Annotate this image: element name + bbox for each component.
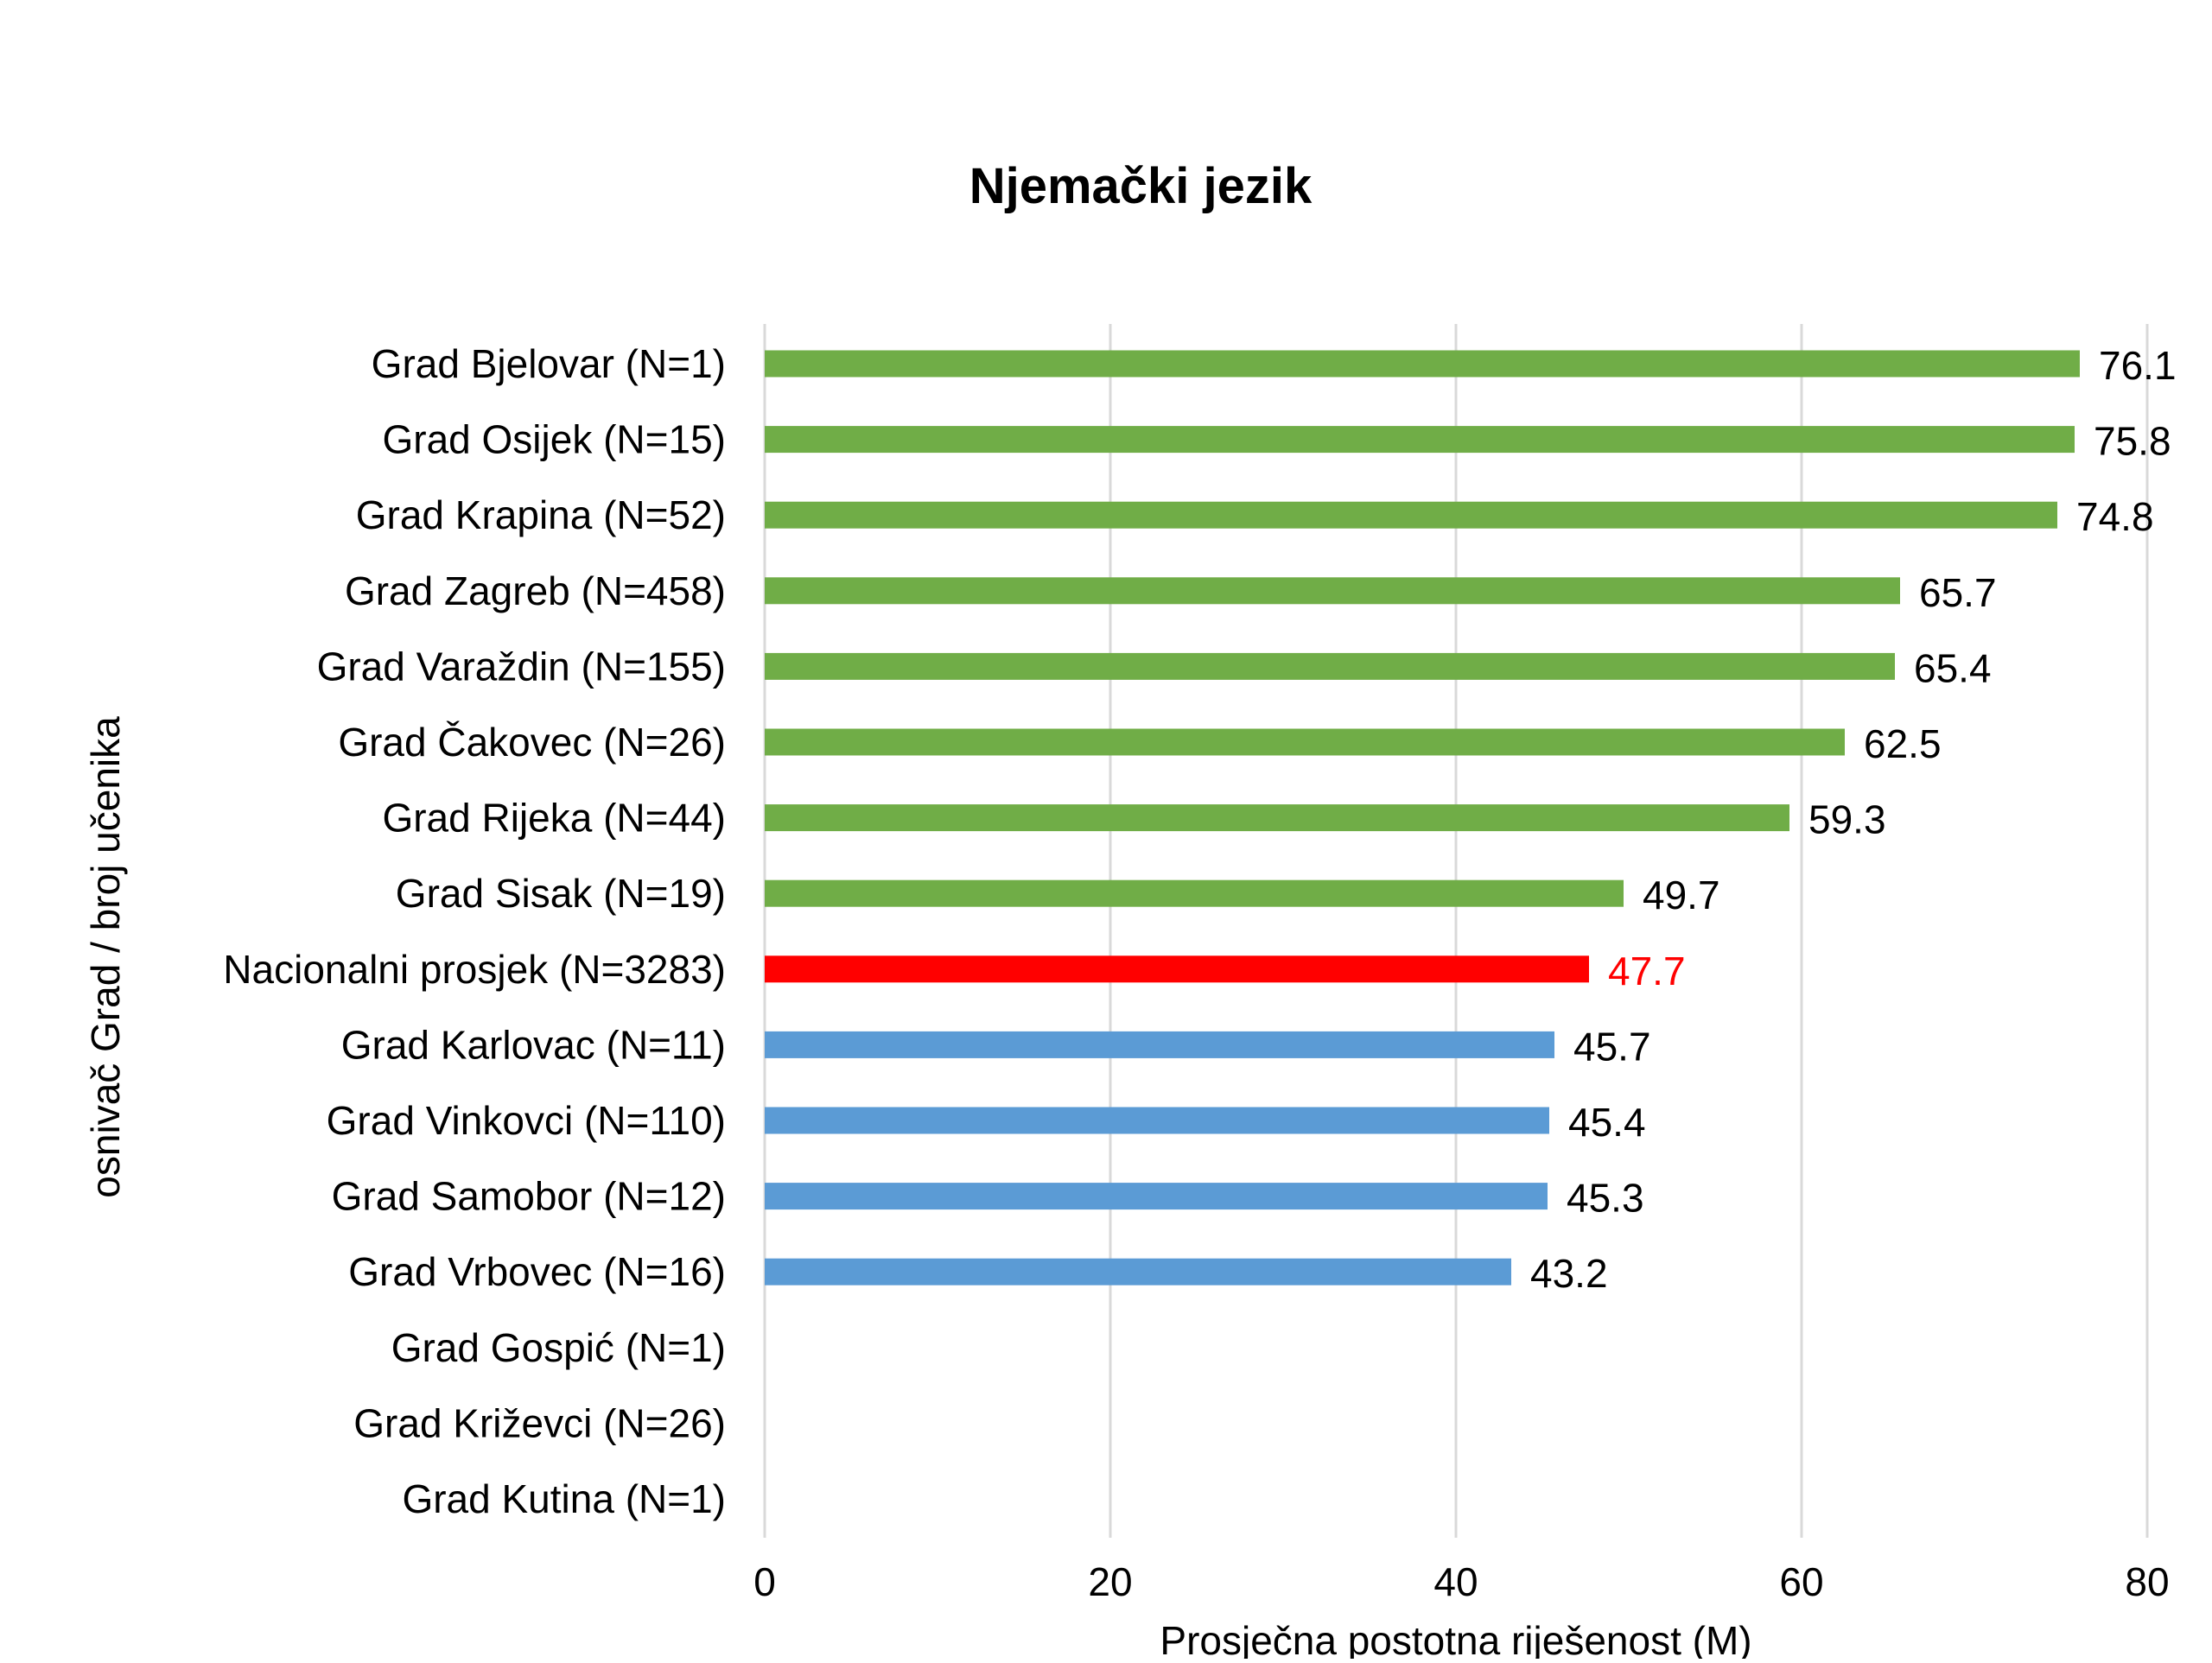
data-label: 74.8 bbox=[2076, 494, 2154, 539]
data-label: 59.3 bbox=[1808, 797, 1886, 842]
bar bbox=[765, 652, 1895, 680]
x-tick-label: 0 bbox=[753, 1559, 776, 1604]
bar bbox=[765, 728, 1845, 756]
data-label: 47.7 bbox=[1608, 949, 1686, 993]
x-tick-labels: 0 20 40 60 80 bbox=[753, 1559, 2169, 1604]
bar bbox=[765, 1183, 1548, 1210]
bar bbox=[765, 955, 1589, 983]
data-label: 49.7 bbox=[1643, 873, 1720, 917]
data-label: 65.4 bbox=[1914, 645, 1992, 690]
x-tick-label: 20 bbox=[1088, 1559, 1132, 1604]
bar bbox=[765, 879, 1624, 907]
bar bbox=[765, 804, 1789, 832]
category-label: Grad Križevci (N=26) bbox=[353, 1400, 726, 1445]
category-label: Grad Varaždin (N=155) bbox=[317, 644, 726, 689]
category-label: Grad Vrbovec (N=16) bbox=[348, 1249, 726, 1294]
category-label: Nacionalni prosjek (N=3283) bbox=[223, 947, 726, 992]
data-labels: 76.1 75.8 74.8 65.7 65.4 62.5 59.3 49.7 47.7 45.7… bbox=[1530, 343, 2177, 1296]
data-label: 76.1 bbox=[2099, 343, 2177, 388]
category-label: Grad Bjelovar (N=1) bbox=[372, 341, 726, 386]
category-label: Grad Krapina (N=52) bbox=[356, 492, 726, 537]
x-tick-label: 60 bbox=[1779, 1559, 1823, 1604]
x-tick-label: 80 bbox=[2125, 1559, 2169, 1604]
chart-title: Njemački jezik bbox=[969, 158, 1313, 214]
y-axis-label: osnivač Grad / broj učenika bbox=[83, 716, 128, 1198]
data-label: 45.4 bbox=[1568, 1100, 1646, 1145]
x-axis-label: Prosječna postotna riješenost (M) bbox=[1160, 1618, 1751, 1659]
category-label: Grad Rijeka (N=44) bbox=[382, 796, 726, 841]
bar bbox=[765, 1031, 1554, 1058]
bar bbox=[765, 426, 2075, 454]
bar bbox=[765, 577, 1900, 605]
category-label: Grad Sisak (N=19) bbox=[396, 871, 726, 916]
bars bbox=[765, 350, 2080, 1285]
category-label: Grad Gospić (N=1) bbox=[391, 1325, 726, 1370]
category-labels: Grad Bjelovar (N=1) Grad Osijek (N=15) Gra… bbox=[223, 341, 726, 1521]
category-label: Grad Samobor (N=12) bbox=[332, 1174, 726, 1219]
bar bbox=[765, 350, 2080, 378]
category-label: Grad Kutina (N=1) bbox=[402, 1476, 726, 1521]
data-label: 75.8 bbox=[2094, 419, 2171, 464]
category-label: Grad Osijek (N=15) bbox=[382, 417, 726, 462]
data-label: 45.3 bbox=[1567, 1176, 1644, 1221]
x-tick-label: 40 bbox=[1433, 1559, 1478, 1604]
bar bbox=[765, 1258, 1511, 1285]
data-label: 45.7 bbox=[1573, 1024, 1651, 1069]
data-label: 43.2 bbox=[1530, 1251, 1608, 1296]
category-label: Grad Čakovec (N=26) bbox=[338, 720, 726, 765]
data-label: 62.5 bbox=[1864, 721, 1942, 766]
data-label: 65.7 bbox=[1919, 570, 1997, 615]
category-label: Grad Zagreb (N=458) bbox=[345, 568, 726, 613]
category-label: Grad Vinkovci (N=110) bbox=[327, 1098, 726, 1143]
bar bbox=[765, 501, 2057, 529]
bar bbox=[765, 1107, 1549, 1134]
category-label: Grad Karlovac (N=11) bbox=[341, 1022, 726, 1067]
